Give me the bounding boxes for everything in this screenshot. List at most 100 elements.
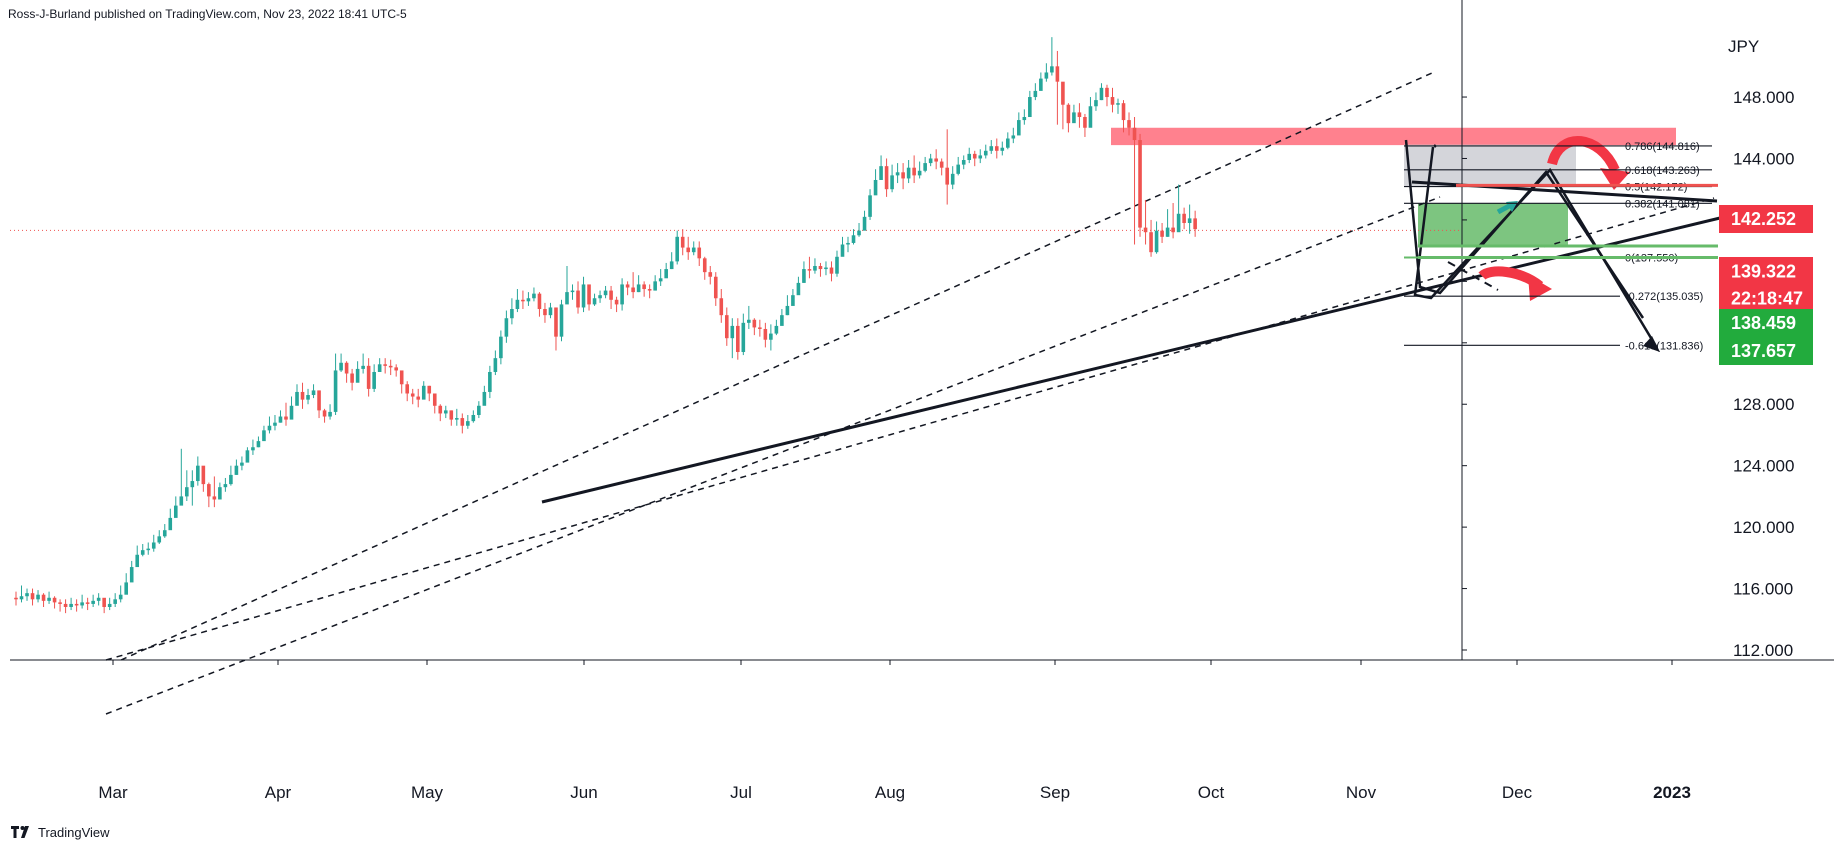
- time-tick-label: Oct: [1198, 783, 1225, 802]
- candle-body: [135, 554, 140, 568]
- candle-body: [763, 328, 768, 340]
- candle-body: [129, 567, 134, 583]
- candle-body: [245, 450, 250, 463]
- candle-body: [824, 267, 828, 270]
- time-axis[interactable]: Mar Apr May Jun Jul Aug Sep Oct Nov Dec 2023: [98, 660, 1691, 802]
- candle-body: [736, 325, 740, 353]
- candle-body: [460, 418, 465, 426]
- candle-body: [273, 422, 277, 426]
- red-curved-arrow-head-icon: [1600, 168, 1630, 190]
- candle-body: [906, 167, 911, 179]
- candle-body: [1033, 90, 1038, 98]
- candle-body: [388, 365, 393, 368]
- candle-body: [1193, 218, 1197, 230]
- candle-body: [945, 167, 949, 185]
- green-support-zone: [1418, 203, 1568, 247]
- candle-body: [41, 594, 46, 601]
- candle-body: [1099, 87, 1104, 101]
- candle-body: [251, 447, 255, 451]
- candle-body: [939, 161, 944, 168]
- candle-body: [983, 150, 988, 156]
- candle-body: [532, 293, 536, 299]
- candle-body: [846, 242, 850, 245]
- candle-body: [1072, 112, 1076, 124]
- candle-body: [25, 593, 29, 597]
- candle-body: [669, 261, 674, 270]
- red-curved-arrow-head-icon: [1528, 275, 1552, 301]
- candle-body: [350, 373, 354, 383]
- candle-body: [526, 298, 531, 302]
- candle-body: [333, 370, 338, 412]
- candle-body: [229, 474, 233, 485]
- candle-body: [961, 160, 966, 165]
- candle-body: [818, 266, 823, 270]
- candle-body: [1105, 87, 1109, 98]
- projection-path: [1404, 139, 1645, 319]
- candle-body: [196, 465, 200, 482]
- candle-body: [956, 164, 961, 174]
- candle-body: [934, 158, 938, 162]
- fib-label: -0.272(135.035): [1625, 291, 1703, 303]
- badge-138-459: [1719, 309, 1813, 337]
- candle-body: [576, 290, 580, 308]
- candle-body: [708, 272, 713, 277]
- price-tick-label: 124.000: [1733, 457, 1794, 476]
- footer: TradingView: [10, 824, 110, 840]
- price-tick-label: 112.000: [1733, 641, 1793, 660]
- badge-137-657: [1719, 337, 1813, 365]
- candle-body: [967, 153, 972, 161]
- candle-body: [1000, 147, 1005, 151]
- candle-body: [256, 441, 261, 448]
- candle-body: [443, 410, 448, 414]
- fib-label: 0.5(142.172): [1625, 182, 1687, 194]
- candle-body: [675, 236, 679, 262]
- candle-body: [653, 281, 657, 291]
- badge-142-252-label: 142.252: [1731, 209, 1796, 229]
- candle-body: [234, 465, 239, 475]
- dashed-projection: [1447, 261, 1499, 291]
- candle-body: [267, 425, 272, 431]
- candle-body: [972, 153, 977, 159]
- time-tick-label: Apr: [265, 783, 292, 802]
- candle-body: [747, 319, 751, 323]
- candle-body: [328, 411, 332, 417]
- candle-body: [1044, 72, 1049, 79]
- candle-body: [862, 216, 867, 231]
- candle-body: [372, 371, 376, 389]
- candle-body: [1121, 103, 1126, 121]
- candle-body: [807, 269, 812, 271]
- candle-body: [868, 195, 872, 217]
- candle-body: [74, 603, 79, 606]
- candle-body: [1061, 81, 1065, 105]
- candle-body: [587, 284, 591, 305]
- candle-body: [295, 391, 299, 406]
- candle-body: [482, 391, 487, 406]
- candle-body: [614, 299, 619, 305]
- candle-body: [91, 600, 95, 604]
- candle-body: [466, 421, 470, 426]
- candle-body: [592, 298, 597, 305]
- fib-label: -0.618(131.836): [1625, 340, 1703, 352]
- candle-body: [1039, 78, 1043, 91]
- time-tick-label: May: [411, 783, 444, 802]
- fib-label: 0.786(144.816): [1625, 141, 1700, 153]
- candle-body: [1171, 227, 1175, 233]
- candle-body: [603, 290, 608, 296]
- candle-body: [162, 530, 167, 537]
- chart-frame: [10, 0, 1834, 661]
- candle-body: [950, 173, 955, 185]
- annotations: [1404, 135, 1660, 352]
- candle-body: [901, 172, 905, 179]
- fib-levels: 0.786(144.816) 0.618(143.263) 0.5(142.172)…: [1404, 141, 1718, 352]
- candle-body: [543, 309, 547, 316]
- candle-body: [52, 597, 57, 603]
- candle-body: [758, 327, 762, 329]
- candle-body: [691, 247, 696, 253]
- candle-body: [19, 596, 24, 600]
- candle-body: [890, 175, 894, 190]
- candle-body: [1011, 135, 1016, 139]
- badge-142-252: [1719, 205, 1813, 233]
- time-tick-label: Sep: [1040, 783, 1070, 802]
- candle-body: [647, 289, 652, 291]
